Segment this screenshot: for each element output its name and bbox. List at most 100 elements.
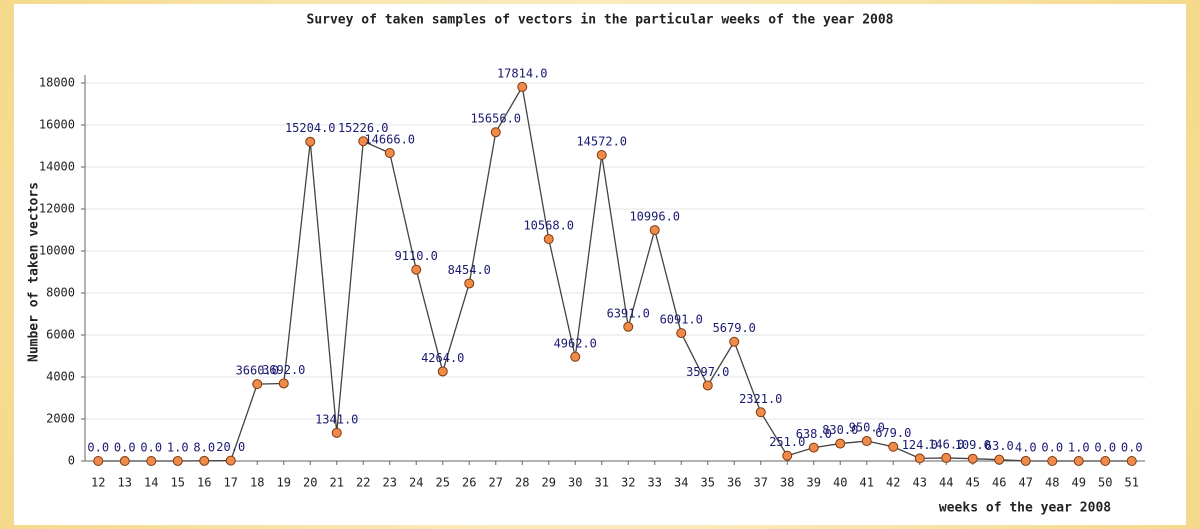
- data-label: 0.0: [114, 441, 136, 455]
- x-tick-label: 39: [807, 476, 821, 490]
- x-tick-label: 41: [860, 476, 874, 490]
- data-point: [358, 136, 369, 147]
- data-label: 638.0: [796, 427, 832, 441]
- data-point: [649, 225, 660, 236]
- x-tick-label: 16: [197, 476, 211, 490]
- data-point: [1020, 455, 1031, 466]
- data-point: [437, 366, 448, 377]
- y-tick-label: 6000: [46, 328, 75, 342]
- x-tick-label: 18: [250, 476, 264, 490]
- data-label: 0.0: [1041, 441, 1063, 455]
- data-label: 0.0: [140, 441, 162, 455]
- data-label: 17814.0: [497, 66, 548, 80]
- data-label: 20.0: [216, 440, 245, 454]
- y-tick-label: 2000: [46, 412, 75, 426]
- data-label: 4962.0: [554, 336, 597, 350]
- data-label: 9110.0: [395, 249, 438, 263]
- x-tick-label: 42: [886, 476, 900, 490]
- data-label: 124.0: [902, 438, 938, 452]
- data-point: [119, 456, 130, 466]
- x-tick-label: 15: [171, 476, 185, 490]
- data-point: [305, 136, 316, 147]
- x-tick-label: 22: [356, 476, 370, 490]
- x-tick-label: 29: [542, 476, 556, 490]
- data-label: 679.0: [875, 426, 911, 440]
- x-tick-label: 25: [436, 476, 450, 490]
- data-point: [146, 456, 157, 466]
- data-label: 0.0: [1121, 441, 1143, 455]
- x-tick-label: 31: [595, 476, 609, 490]
- data-label: 5679.0: [713, 321, 756, 335]
- data-label: 15226.0: [338, 121, 389, 135]
- data-point: [1073, 455, 1084, 466]
- data-label: 14666.0: [364, 133, 415, 147]
- y-tick-label: 4000: [46, 370, 75, 384]
- data-point: [93, 456, 104, 466]
- data-point: [729, 336, 740, 347]
- data-point: [835, 438, 846, 449]
- data-point: [702, 380, 713, 391]
- data-label: 15656.0: [470, 112, 521, 126]
- data-point: [755, 407, 766, 418]
- data-label: 1.0: [167, 440, 189, 454]
- y-tick-label: 10000: [39, 244, 75, 258]
- data-point: [861, 436, 872, 447]
- x-tick-label: 27: [489, 476, 503, 490]
- data-point: [1047, 456, 1058, 466]
- x-tick-label: 24: [409, 476, 423, 490]
- x-tick-label: 46: [992, 476, 1006, 490]
- data-point: [570, 351, 581, 362]
- data-point: [199, 455, 210, 466]
- data-point: [1100, 456, 1111, 466]
- data-label: 0.0: [1094, 441, 1116, 455]
- x-tick-label: 48: [1045, 476, 1059, 490]
- data-point: [596, 149, 607, 160]
- x-tick-label: 44: [939, 476, 953, 490]
- x-tick-label: 38: [780, 476, 794, 490]
- data-point: [1126, 456, 1137, 466]
- data-point: [914, 453, 925, 464]
- x-tick-label: 17: [224, 476, 238, 490]
- y-tick-label: 16000: [39, 118, 75, 132]
- chart-title: Survey of taken samples of vectors in th…: [307, 13, 894, 28]
- data-label: 3660.0: [236, 364, 279, 378]
- data-label: 3597.0: [686, 365, 729, 379]
- data-label: 6091.0: [660, 313, 703, 327]
- data-label: 63.0: [985, 439, 1014, 453]
- data-point: [888, 441, 899, 452]
- x-tick-label: 43: [913, 476, 927, 490]
- data-point: [941, 452, 952, 463]
- x-tick-label: 21: [330, 476, 344, 490]
- data-point: [172, 455, 183, 466]
- data-point: [331, 427, 342, 438]
- y-tick-label: 14000: [39, 160, 75, 174]
- data-point: [782, 450, 793, 461]
- data-point: [623, 321, 634, 332]
- data-label: 251.0: [769, 435, 805, 449]
- data-point: [411, 264, 422, 275]
- x-tick-label: 34: [674, 476, 688, 490]
- data-point: [517, 81, 528, 92]
- x-tick-label: 37: [754, 476, 768, 490]
- data-label: 8.0: [193, 440, 215, 454]
- data-label: 14572.0: [576, 134, 627, 148]
- x-axis-label: weeks of the year 2008: [939, 501, 1111, 516]
- y-tick-label: 18000: [39, 76, 75, 90]
- x-tick-label: 45: [966, 476, 980, 490]
- data-point: [252, 379, 263, 390]
- data-label: 4.0: [1015, 440, 1037, 454]
- data-label: 950.0: [849, 421, 885, 435]
- data-label: 0.0: [87, 441, 109, 455]
- x-tick-label: 32: [621, 476, 635, 490]
- x-tick-label: 33: [648, 476, 662, 490]
- data-label: 1341.0: [315, 412, 358, 426]
- x-tick-label: 51: [1125, 476, 1139, 490]
- data-point: [464, 278, 475, 289]
- data-label: 3692.0: [262, 363, 305, 377]
- data-label: 10996.0: [629, 210, 680, 224]
- data-label: 1.0: [1068, 440, 1090, 454]
- data-label: 109.0: [955, 438, 991, 452]
- x-tick-label: 35: [701, 476, 715, 490]
- panel: [14, 4, 1186, 525]
